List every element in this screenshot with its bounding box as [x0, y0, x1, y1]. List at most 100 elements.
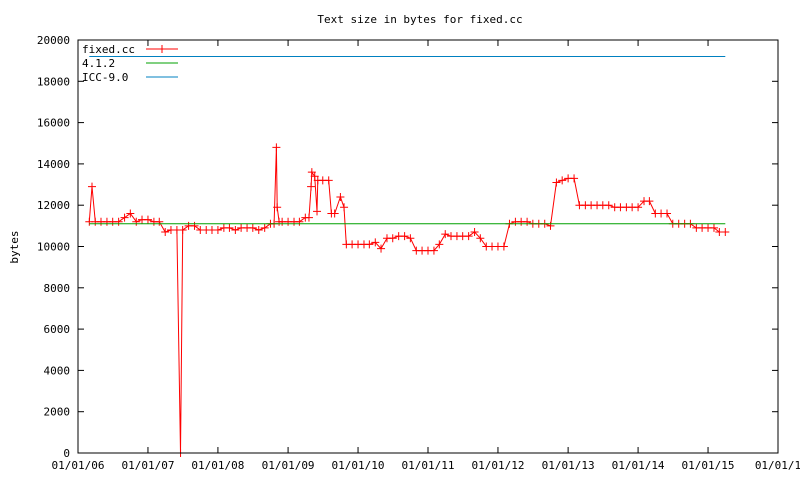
data-point — [645, 197, 654, 206]
data-point — [435, 240, 444, 249]
y-tick-label: 6000 — [44, 323, 71, 336]
axis-ticks: 0 2000 4000 6000 8000 10000 12000 14000 16000 180… — [37, 34, 800, 472]
y-tick: 2000 — [44, 406, 778, 419]
x-tick: 01/01/12 — [471, 40, 524, 472]
x-tick: 01/01/13 — [542, 40, 595, 472]
legend-marker — [158, 45, 166, 53]
data-point — [709, 223, 718, 232]
y-tick: 12000 — [37, 199, 778, 212]
y-tick-label: 4000 — [44, 364, 71, 377]
x-tick-label: 01/01/07 — [121, 459, 174, 472]
data-point — [476, 234, 485, 243]
y-tick: 6000 — [44, 323, 778, 336]
data-point — [190, 221, 199, 230]
legend-label: ICC-9.0 — [82, 71, 128, 84]
x-tick-label: 01/01/06 — [52, 459, 105, 472]
y-tick-label: 8000 — [44, 282, 71, 295]
data-point — [87, 182, 96, 191]
data-point — [260, 223, 269, 232]
data-point — [634, 203, 643, 212]
y-tick: 18000 — [37, 75, 778, 88]
data-point — [213, 225, 222, 234]
data-point — [441, 230, 450, 239]
data-point — [307, 168, 316, 177]
data-point — [336, 192, 345, 201]
x-tick: 01/01/14 — [612, 40, 665, 472]
data-point — [310, 172, 319, 181]
chart-title: Text size in bytes for fixed.cc — [317, 13, 522, 26]
data-point — [552, 178, 561, 187]
y-tick: 16000 — [37, 117, 778, 130]
x-tick-label: 01/01/10 — [332, 459, 385, 472]
x-tick-label: 01/01/12 — [471, 459, 524, 472]
data-point — [161, 228, 170, 237]
data-point — [248, 223, 257, 232]
data-point — [470, 228, 479, 237]
data-point — [120, 213, 129, 222]
data-point — [313, 207, 322, 216]
x-tick: 01/01/15 — [682, 40, 735, 472]
data-point — [273, 203, 282, 212]
x-tick-label: 01/01/08 — [191, 459, 244, 472]
data-point — [231, 225, 240, 234]
y-tick-label: 0 — [63, 447, 70, 460]
data-point — [464, 232, 473, 241]
data-point — [406, 234, 415, 243]
data-point — [340, 203, 349, 212]
legend-entry: ICC-9.0 — [82, 71, 178, 84]
data-point — [721, 228, 730, 237]
data-point — [225, 223, 234, 232]
series-fixed-cc — [85, 143, 730, 457]
legend-label: 4.1.2 — [82, 57, 115, 70]
data-point — [365, 240, 374, 249]
data-point — [307, 182, 316, 191]
data-point — [570, 174, 579, 183]
y-tick-label: 10000 — [37, 241, 70, 254]
data-point — [330, 209, 339, 218]
legend-entry: 4.1.2 — [82, 57, 178, 70]
x-tick-label: 01/01/15 — [682, 459, 735, 472]
data-point — [304, 213, 313, 222]
x-tick-label: 01/01/09 — [262, 459, 315, 472]
y-tick-label: 16000 — [37, 117, 70, 130]
y-tick-label: 20000 — [37, 34, 70, 47]
data-point — [143, 215, 152, 224]
data-point — [377, 244, 386, 253]
y-tick: 14000 — [37, 158, 778, 171]
x-tick-label: 01/01/14 — [612, 459, 665, 472]
data-point — [114, 217, 123, 226]
x-tick: 01/01/11 — [402, 40, 454, 472]
x-tick: 01/01/10 — [332, 40, 385, 472]
y-axis-label: bytes — [8, 230, 21, 263]
data-point — [663, 209, 672, 218]
series-layer — [85, 56, 730, 457]
data-point — [371, 238, 380, 247]
data-point — [523, 217, 532, 226]
plot-frame — [77, 39, 779, 454]
x-tick: 01/01/1 — [755, 40, 800, 472]
x-tick: 01/01/09 — [262, 40, 315, 472]
data-point — [388, 234, 397, 243]
legend-entry: fixed.cc — [82, 43, 178, 56]
data-point — [604, 201, 613, 210]
data-point — [126, 209, 135, 218]
data-point — [324, 176, 333, 185]
data-point — [295, 217, 304, 226]
data-point — [499, 242, 508, 251]
legend-label: fixed.cc — [82, 43, 135, 56]
x-tick-label: 01/01/13 — [542, 459, 595, 472]
y-tick-label: 18000 — [37, 75, 70, 88]
y-tick-label: 12000 — [37, 199, 70, 212]
data-point — [132, 217, 141, 226]
data-point — [400, 232, 409, 241]
x-tick-label: 01/01/1 — [755, 459, 800, 472]
y-tick: 4000 — [44, 364, 778, 377]
y-tick-label: 14000 — [37, 158, 70, 171]
series-line — [88, 147, 726, 454]
y-tick: 10000 — [37, 241, 778, 254]
data-point — [429, 246, 438, 255]
data-point — [272, 143, 281, 152]
data-point — [546, 221, 555, 230]
